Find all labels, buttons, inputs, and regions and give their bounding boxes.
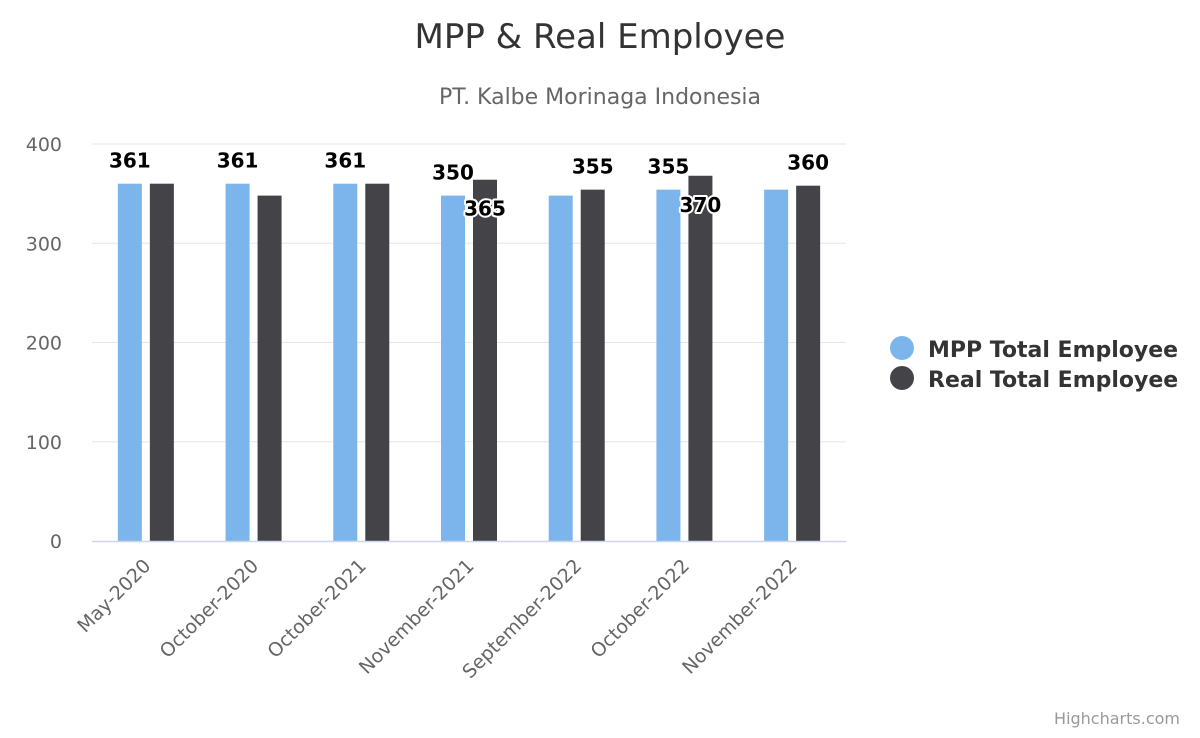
data-label: 361: [109, 149, 151, 173]
bar-real[interactable]: [688, 175, 713, 541]
legend[interactable]: MPP Total Employee Real Total Employee: [890, 336, 1178, 393]
legend-label: Real Total Employee: [928, 368, 1178, 393]
bar-real[interactable]: [473, 179, 497, 542]
x-tick-label: October-2021: [263, 555, 371, 663]
x-tick-label: September-2022: [458, 555, 586, 683]
y-tick-label: 300: [26, 233, 62, 255]
bar-real[interactable]: [149, 183, 174, 541]
x-tick-label: October-2022: [586, 555, 694, 663]
bar-mpp[interactable]: [764, 189, 789, 541]
bar-real[interactable]: [796, 185, 821, 541]
bar-real[interactable]: [580, 189, 605, 541]
grid-lines: [92, 143, 846, 443]
y-tick-label: 400: [26, 134, 62, 156]
y-axis: 0 100 200 300 400: [26, 134, 62, 553]
bar-mpp[interactable]: [117, 183, 142, 541]
x-tick-label: November-2022: [678, 555, 802, 679]
legend-item-mpp[interactable]: MPP Total Employee: [890, 336, 1178, 363]
bar-mpp[interactable]: [333, 183, 358, 541]
data-label: 361: [324, 149, 366, 173]
bar-real[interactable]: [365, 183, 390, 541]
legend-marker: [890, 336, 914, 360]
y-tick-label: 100: [26, 432, 62, 454]
y-tick-label: 0: [50, 531, 62, 553]
data-label: 355: [648, 155, 690, 179]
bar-mpp[interactable]: [548, 195, 573, 542]
bar-mpp[interactable]: [656, 189, 681, 541]
bar-mpp[interactable]: [225, 183, 250, 541]
credits-link[interactable]: Highcharts.com: [1054, 709, 1180, 728]
legend-marker: [890, 366, 914, 390]
data-label: 350: [432, 161, 474, 185]
y-tick-label: 200: [26, 333, 62, 355]
data-labels: 361 361 361 350 365 355 355 370 360: [109, 149, 829, 223]
bar-real[interactable]: [257, 195, 282, 542]
data-label: 360: [787, 151, 829, 175]
x-tick-label: November-2021: [355, 555, 479, 679]
chart-title: MPP & Real Employee: [415, 17, 786, 57]
data-label: 355: [572, 155, 614, 179]
x-tick-label: May-2020: [73, 555, 155, 637]
legend-label: MPP Total Employee: [928, 338, 1178, 363]
bar-mpp[interactable]: [441, 195, 465, 542]
legend-item-real[interactable]: Real Total Employee: [890, 366, 1178, 393]
data-label: 370: [680, 193, 722, 217]
x-tick-label: October-2020: [156, 555, 264, 663]
x-axis: May-2020 October-2020 October-2021November…: [73, 540, 846, 683]
data-label: 365: [464, 197, 506, 221]
bars: [117, 175, 821, 542]
data-label: 361: [217, 149, 259, 173]
chart-subtitle: PT. Kalbe Morinaga Indonesia: [439, 85, 761, 110]
